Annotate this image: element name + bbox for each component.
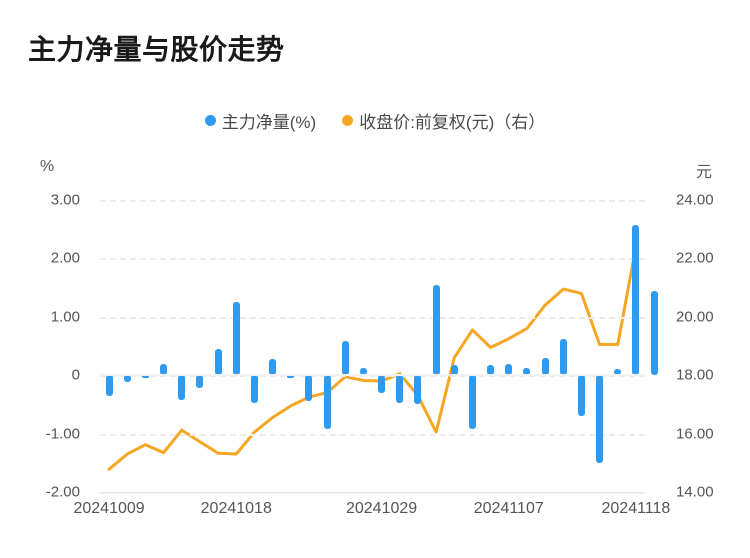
bar[interactable] xyxy=(614,369,622,376)
gridline xyxy=(100,200,645,202)
bar[interactable] xyxy=(269,358,277,376)
x-axis-tick: 20241018 xyxy=(200,500,272,517)
x-axis-tick: 20241009 xyxy=(73,500,145,517)
left-axis-tick: 0 xyxy=(71,366,80,384)
bar[interactable] xyxy=(596,375,604,463)
x-axis-tick: 20241029 xyxy=(345,500,418,517)
price-line-series xyxy=(107,245,638,471)
gridline xyxy=(100,492,645,494)
left-axis-tick: -1.00 xyxy=(45,425,80,443)
bar[interactable] xyxy=(432,285,440,376)
chart-legend: 主力净量(%) 收盘价:前复权(元)（右） xyxy=(0,108,750,133)
bar[interactable] xyxy=(323,375,331,429)
gridline xyxy=(100,375,645,378)
gridline xyxy=(100,433,645,436)
bar[interactable] xyxy=(287,375,295,379)
bar[interactable] xyxy=(141,375,149,379)
right-axis-tick: 16.00 xyxy=(676,425,714,443)
bar[interactable] xyxy=(414,375,422,405)
bar[interactable] xyxy=(523,368,531,376)
bar[interactable] xyxy=(450,364,458,376)
x-axis-tick: 20241107 xyxy=(473,500,544,517)
bar[interactable] xyxy=(396,375,404,404)
x-axis-line xyxy=(100,492,645,493)
legend-dot-icon-main-net xyxy=(204,115,216,126)
left-axis-tick: 1.00 xyxy=(50,308,80,326)
left-axis-unit: % xyxy=(40,158,55,175)
bar[interactable] xyxy=(196,375,204,389)
bar[interactable] xyxy=(577,375,585,417)
plot-area xyxy=(100,200,658,494)
legend-label-main-net: 主力净量(%) xyxy=(221,113,317,132)
bar[interactable] xyxy=(341,341,349,376)
zero-line xyxy=(100,374,645,377)
right-axis-tick: 14.00 xyxy=(676,483,714,501)
gridline xyxy=(100,258,645,261)
legend-item-close-price[interactable]: 收盘价:前复权(元)（右） xyxy=(342,108,545,133)
bar[interactable] xyxy=(650,290,658,376)
bar[interactable] xyxy=(505,363,513,376)
gridline xyxy=(100,316,645,319)
bar[interactable] xyxy=(214,348,222,376)
left-axis-tick: 2.00 xyxy=(50,249,80,267)
bar[interactable] xyxy=(632,225,640,376)
x-axis-tick: 20241118 xyxy=(601,500,671,517)
legend-label-close-price: 收盘价:前复权(元)（右） xyxy=(359,113,546,132)
bar[interactable] xyxy=(160,363,168,376)
legend-dot-icon-close-price xyxy=(342,115,354,126)
bar[interactable] xyxy=(105,375,113,396)
price-line-path xyxy=(107,245,638,471)
bar[interactable] xyxy=(378,375,386,393)
bar[interactable] xyxy=(559,338,567,376)
right-axis-unit: 元 xyxy=(695,164,712,181)
bar[interactable] xyxy=(468,375,476,429)
bar[interactable] xyxy=(541,357,549,376)
right-axis-tick: 24.00 xyxy=(676,191,714,209)
bar[interactable] xyxy=(359,368,367,376)
bar[interactable] xyxy=(487,364,495,376)
legend-item-main-net[interactable]: 主力净量(%) xyxy=(204,108,317,133)
right-axis: 14.00 16.00 18.00 20.00 22.00 24.00 xyxy=(660,0,750,558)
left-axis-tick: 3.00 xyxy=(50,191,80,209)
bar[interactable] xyxy=(232,301,240,376)
bar[interactable] xyxy=(178,375,186,400)
chart-title: 主力净量与股价走势 xyxy=(28,34,285,65)
right-axis-tick: 20.00 xyxy=(676,308,714,326)
bar[interactable] xyxy=(123,375,131,383)
right-axis-tick: 18.00 xyxy=(676,366,714,384)
bar[interactable] xyxy=(305,375,313,402)
right-axis-tick: 22.00 xyxy=(676,249,714,267)
left-axis-tick: -2.00 xyxy=(45,483,80,501)
left-axis: -2.00 -1.00 0 1.00 2.00 3.00 xyxy=(0,0,92,558)
bar[interactable] xyxy=(250,375,258,404)
